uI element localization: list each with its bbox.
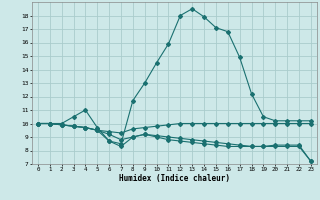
X-axis label: Humidex (Indice chaleur): Humidex (Indice chaleur): [119, 174, 230, 183]
